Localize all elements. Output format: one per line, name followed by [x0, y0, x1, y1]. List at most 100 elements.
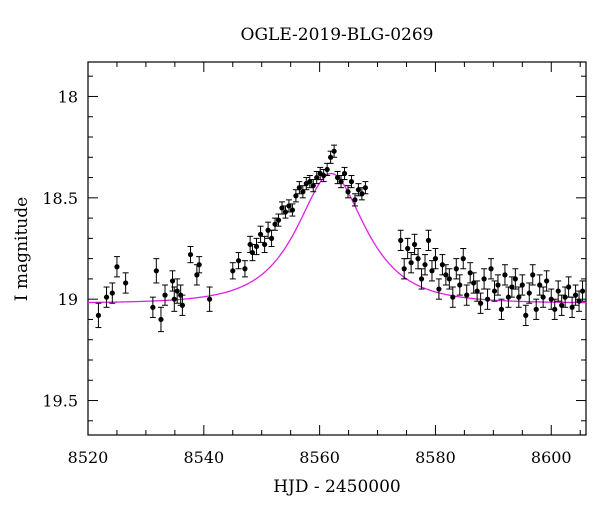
point-marker — [467, 270, 473, 276]
point-marker — [187, 251, 194, 258]
data-point — [579, 280, 586, 302]
point-marker — [162, 292, 168, 298]
data-point — [467, 262, 474, 284]
point-marker — [484, 296, 491, 302]
point-marker — [429, 268, 435, 274]
point-marker — [408, 260, 414, 266]
point-marker — [509, 284, 515, 290]
point-marker — [169, 278, 176, 284]
data-point — [453, 258, 460, 280]
data-point — [435, 278, 442, 300]
data-point — [278, 201, 285, 215]
point-marker — [569, 304, 575, 310]
point-marker — [411, 241, 418, 248]
y-tick-label: 19.5 — [42, 392, 78, 411]
point-marker — [436, 286, 442, 292]
data-point — [253, 237, 260, 256]
data-point — [515, 286, 522, 308]
data-point — [411, 233, 418, 256]
point-marker — [555, 288, 561, 294]
data-point — [103, 286, 110, 308]
y-tick-label: 18 — [58, 87, 78, 106]
point-marker — [579, 288, 586, 294]
data-point — [206, 286, 213, 312]
data-point — [296, 181, 303, 195]
data-point — [484, 288, 491, 310]
point-marker — [109, 290, 115, 296]
point-marker — [242, 266, 248, 272]
point-marker — [502, 272, 508, 278]
data-point — [498, 298, 505, 320]
point-marker — [491, 288, 498, 294]
data-point — [289, 203, 296, 217]
point-marker — [300, 189, 306, 195]
data-point — [345, 185, 352, 199]
data-point — [519, 274, 526, 296]
point-marker — [123, 280, 129, 286]
data-point — [543, 270, 550, 292]
data-point — [408, 252, 415, 274]
data-point — [341, 166, 348, 181]
point-marker — [566, 284, 572, 290]
x-axis-label: HJD - 2450000 — [273, 477, 401, 497]
point-marker — [324, 166, 330, 173]
point-marker — [562, 294, 568, 300]
data-point — [331, 144, 338, 158]
point-marker — [338, 179, 344, 185]
point-marker — [158, 316, 164, 323]
point-marker — [171, 296, 177, 302]
point-marker — [478, 300, 484, 306]
data-point — [249, 243, 256, 262]
data-point — [439, 254, 446, 276]
point-marker — [95, 312, 102, 318]
point-marker — [265, 227, 271, 233]
point-marker — [526, 290, 532, 296]
x-tick-label: 8560 — [299, 448, 340, 467]
point-marker — [544, 278, 550, 284]
data-point — [285, 199, 292, 213]
point-marker — [425, 237, 432, 243]
data-point — [415, 248, 422, 270]
point-marker — [446, 276, 452, 282]
data-point — [187, 245, 194, 264]
data-point — [456, 274, 463, 296]
plot-area — [87, 61, 587, 436]
point-marker — [512, 276, 518, 282]
point-marker — [460, 256, 466, 262]
data-point — [292, 189, 299, 203]
data-point — [351, 193, 358, 207]
point-marker — [268, 235, 275, 241]
data-point — [491, 280, 498, 302]
data-point — [109, 282, 116, 304]
data-point — [362, 181, 369, 195]
data-point — [512, 268, 519, 290]
y-axis: 18 18.5 19 19.5 — [42, 75, 586, 422]
point-marker — [286, 203, 292, 209]
plot-frame — [87, 61, 587, 436]
data-point — [122, 272, 129, 294]
point-marker — [207, 296, 213, 302]
point-marker — [103, 294, 110, 300]
point-marker — [439, 262, 445, 268]
data-point — [268, 229, 275, 247]
data-point — [299, 185, 306, 199]
point-marker — [196, 262, 202, 268]
data-point — [446, 268, 453, 290]
data-point — [501, 264, 508, 286]
point-marker — [114, 264, 120, 270]
point-marker — [481, 276, 487, 282]
point-marker — [540, 294, 546, 300]
point-marker — [352, 197, 358, 203]
point-marker — [282, 209, 289, 215]
point-marker — [348, 179, 355, 185]
data-point — [171, 286, 178, 312]
point-marker — [471, 280, 477, 286]
point-marker — [559, 302, 565, 308]
point-marker — [464, 292, 470, 298]
point-marker — [345, 189, 351, 195]
data-point — [477, 292, 484, 314]
point-marker — [334, 174, 341, 181]
x-tick-label: 8600 — [531, 448, 572, 467]
data-point — [555, 280, 562, 302]
